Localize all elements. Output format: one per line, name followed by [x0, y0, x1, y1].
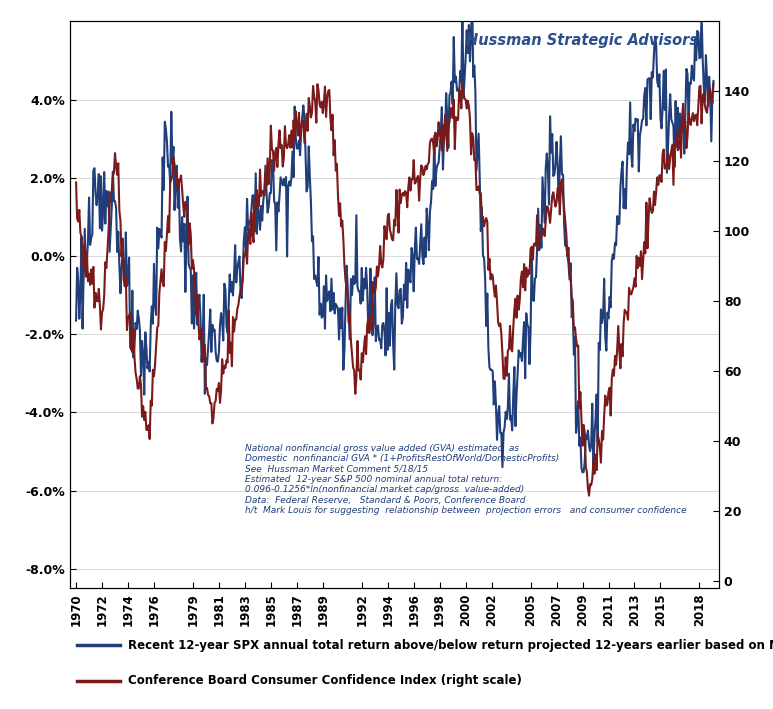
- Text: National nonfinancial gross value added (GVA) estimated  as
Domestic  nonfinanci: National nonfinancial gross value added …: [245, 444, 686, 515]
- Text: Recent 12-year SPX annual total return above/below return projected 12-years ear: Recent 12-year SPX annual total return a…: [128, 639, 773, 652]
- Text: Conference Board Consumer Confidence Index (right scale): Conference Board Consumer Confidence Ind…: [128, 674, 522, 687]
- Text: Hussman Strategic Advisors: Hussman Strategic Advisors: [465, 33, 698, 48]
